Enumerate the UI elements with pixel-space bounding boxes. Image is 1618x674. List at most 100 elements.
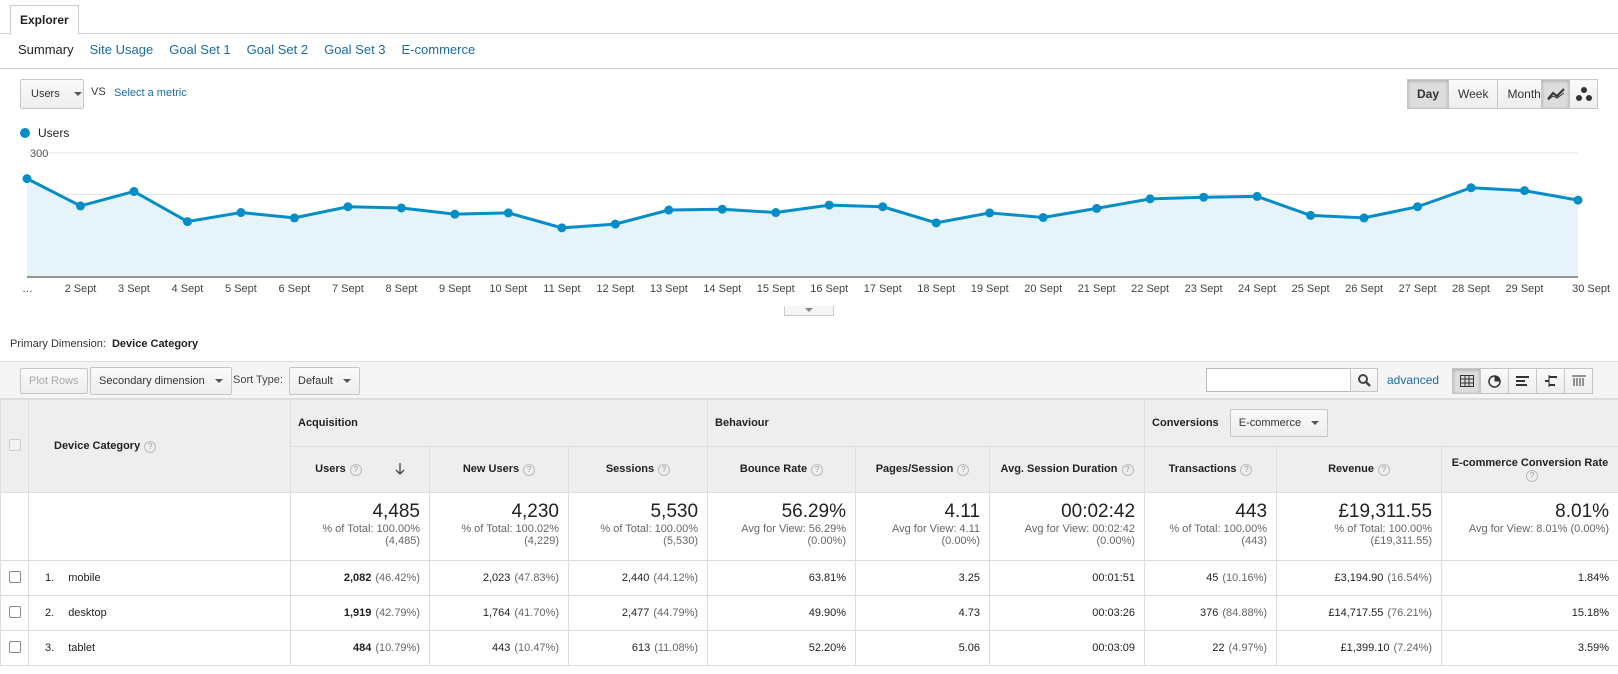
users-data-point — [557, 223, 567, 233]
pivot-view-icon — [1571, 375, 1586, 386]
x-tick-label: 11 Sept — [543, 283, 580, 295]
col-users[interactable]: Users? — [290, 446, 430, 493]
x-tick-label: 22 Sept — [1131, 283, 1169, 295]
bar-view-icon — [1515, 376, 1529, 386]
help-icon[interactable]: ? — [1526, 470, 1539, 482]
help-icon[interactable]: ? — [811, 464, 824, 476]
sort-type-label: Sort Type: — [233, 374, 283, 386]
help-icon[interactable]: ? — [658, 464, 671, 476]
users-data-point — [450, 209, 460, 219]
x-tick-label: 6 Sept — [279, 283, 311, 295]
total-sub: Avg for View: 00:02:42 — [1024, 523, 1136, 535]
users-data-point — [985, 208, 995, 218]
total-sub: % of Total: 100.00% — [1169, 523, 1268, 535]
row-pages-session: 3.25 — [855, 560, 991, 596]
x-tick-label: 8 Sept — [385, 283, 417, 295]
row-checkbox-cell — [0, 595, 29, 631]
chevron-down-icon — [342, 379, 351, 383]
subtab-goal-set-3[interactable]: Goal Set 3 — [324, 42, 386, 57]
users-area-fill — [27, 178, 1578, 277]
row-checkbox[interactable] — [8, 570, 21, 583]
row-users-value: 484 — [353, 642, 372, 654]
sort-type-dropdown[interactable]: Default — [289, 367, 360, 395]
row-checkbox[interactable] — [8, 605, 21, 618]
report-subtabs: Summary Site Usage Goal Set 1 Goal Set 2… — [18, 42, 475, 57]
motion-chart-button[interactable] — [1569, 79, 1598, 109]
x-tick-label: 29 Sept — [1506, 283, 1544, 295]
total-sub: % of Total: 100.00% — [322, 523, 420, 535]
col-transactions[interactable]: Transactions? — [1144, 446, 1278, 493]
row-dimension-cell: 1. mobile — [28, 560, 291, 596]
subtab-ecommerce[interactable]: E-commerce — [401, 42, 476, 57]
col-pages-session[interactable]: Pages/Session? — [855, 446, 991, 493]
col-conversion-rate[interactable]: E-commerce Conversion Rate? — [1441, 446, 1618, 493]
primary-dimension-label: Primary Dimension: — [10, 338, 106, 350]
x-tick-label: 21 Sept — [1078, 283, 1116, 295]
help-icon[interactable]: ? — [523, 464, 536, 476]
table-view-button[interactable] — [1452, 368, 1481, 394]
search-button[interactable] — [1350, 368, 1378, 392]
users-data-point — [931, 218, 941, 228]
chevron-down-icon — [214, 379, 223, 383]
advanced-filter-link[interactable]: advanced — [1387, 373, 1440, 387]
select-all-checkbox[interactable] — [8, 438, 21, 451]
table-search-input[interactable] — [1206, 368, 1351, 392]
users-data-point — [717, 204, 727, 214]
row-dimension-link[interactable]: tablet — [68, 642, 96, 654]
x-tick-label: 4 Sept — [172, 283, 204, 295]
col-bounce-rate[interactable]: Bounce Rate? — [707, 446, 857, 493]
bar-view-button[interactable] — [1508, 368, 1537, 394]
period-day-button[interactable]: Day — [1407, 79, 1450, 109]
total-sub: % of Total: 100.02% — [461, 523, 559, 535]
col-new-users[interactable]: New Users? — [429, 446, 569, 493]
pivot-view-button[interactable] — [1564, 368, 1593, 394]
help-icon[interactable]: ? — [1240, 464, 1253, 476]
x-tick-label: 10 Sept — [489, 283, 527, 295]
col-avg-session-duration[interactable]: Avg. Session Duration? — [989, 446, 1146, 493]
subtab-goal-set-1[interactable]: Goal Set 1 — [169, 42, 231, 57]
col-transactions-label: Transactions — [1168, 463, 1237, 475]
pie-view-button[interactable] — [1480, 368, 1509, 394]
row-conversion-rate: 3.59% — [1441, 630, 1618, 666]
conversions-goal-dropdown[interactable]: E-commerce — [1229, 409, 1329, 437]
help-icon[interactable]: ? — [144, 440, 157, 453]
x-tick-label: 23 Sept — [1185, 283, 1223, 295]
col-revenue-label: Revenue — [1328, 463, 1374, 475]
row-dimension-link[interactable]: mobile — [68, 572, 101, 584]
x-tick-label: 7 Sept — [332, 283, 364, 295]
subtab-site-usage[interactable]: Site Usage — [89, 42, 154, 57]
chart-expand-handle[interactable] — [784, 306, 834, 316]
select-metric-link[interactable]: Select a metric — [114, 87, 187, 99]
tab-explorer[interactable]: Explorer — [10, 5, 79, 35]
col-sessions[interactable]: Sessions? — [567, 446, 709, 493]
subtab-summary[interactable]: Summary — [18, 42, 74, 57]
col-revenue[interactable]: Revenue? — [1276, 446, 1443, 493]
subtab-goal-set-2[interactable]: Goal Set 2 — [246, 42, 309, 57]
help-icon[interactable]: ? — [957, 464, 970, 476]
users-data-point — [396, 203, 406, 213]
total-sub: (4,229) — [524, 535, 559, 547]
row-new-users-pct: (47.83%) — [514, 572, 559, 584]
comparison-view-button[interactable] — [1536, 368, 1565, 394]
primary-dimension-value[interactable]: Device Category — [111, 338, 199, 350]
x-tick-label: 5 Sept — [225, 283, 257, 295]
device-category-header[interactable]: Device Category? — [28, 399, 291, 493]
row-dimension-link[interactable]: desktop — [68, 607, 107, 619]
users-data-point — [1466, 183, 1476, 193]
metric-dropdown[interactable]: Users — [20, 79, 84, 109]
row-checkbox[interactable] — [8, 640, 21, 653]
secondary-dimension-dropdown[interactable]: Secondary dimension — [90, 367, 232, 395]
vs-label: VS — [91, 86, 106, 98]
row-pages-session: 5.06 — [855, 630, 991, 666]
row-new-users: 1,764 (41.70%) — [429, 595, 569, 631]
line-chart-button[interactable] — [1541, 79, 1570, 109]
period-week-button[interactable]: Week — [1448, 79, 1499, 109]
help-icon[interactable]: ? — [1121, 464, 1134, 476]
conversions-group-header: Conversions E-commerce — [1144, 399, 1618, 447]
help-icon[interactable]: ? — [349, 464, 362, 476]
table-row: 1. mobile 2,082 (46.42%) 2,023 (47.83%) 2,4… — [0, 560, 1618, 596]
plot-rows-button[interactable]: Plot Rows — [20, 368, 88, 394]
col-sessions-label: Sessions — [605, 463, 655, 475]
row-bounce-rate: 63.81% — [707, 560, 857, 596]
help-icon[interactable]: ? — [1377, 464, 1390, 476]
